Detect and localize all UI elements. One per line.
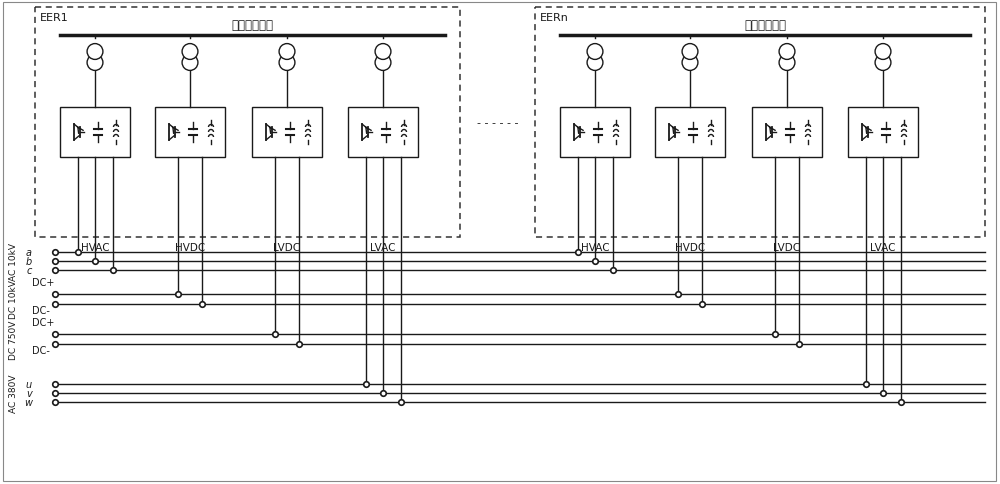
Text: EERn: EERn — [540, 13, 569, 23]
Circle shape — [587, 56, 603, 71]
Bar — [848, 108, 918, 158]
Text: DC-: DC- — [32, 305, 50, 316]
Text: c: c — [27, 265, 32, 275]
Circle shape — [182, 56, 198, 71]
Text: DC+: DC+ — [32, 277, 54, 287]
Text: EER1: EER1 — [40, 13, 69, 23]
Circle shape — [682, 45, 698, 60]
Text: LVAC: LVAC — [870, 242, 896, 253]
Text: HVDC: HVDC — [175, 242, 205, 253]
Text: LVDC: LVDC — [273, 242, 301, 253]
Circle shape — [87, 45, 103, 60]
Text: DC 10kV: DC 10kV — [9, 280, 18, 319]
Circle shape — [182, 45, 198, 60]
Text: v: v — [26, 388, 32, 398]
Text: - - - - - -: - - - - - - — [477, 118, 518, 128]
Circle shape — [375, 45, 391, 60]
Circle shape — [779, 45, 795, 60]
Circle shape — [87, 56, 103, 71]
Circle shape — [682, 56, 698, 71]
Text: u: u — [26, 379, 32, 389]
Bar — [60, 108, 130, 158]
Circle shape — [875, 56, 891, 71]
Text: w: w — [24, 397, 32, 407]
Text: AC 380V: AC 380V — [9, 374, 18, 412]
Bar — [252, 108, 322, 158]
Circle shape — [587, 45, 603, 60]
Bar — [348, 108, 418, 158]
Bar — [35, 8, 460, 238]
Text: 交流汇集母线: 交流汇集母线 — [232, 19, 274, 32]
Bar — [752, 108, 822, 158]
Circle shape — [779, 56, 795, 71]
Text: HVDC: HVDC — [675, 242, 705, 253]
Text: HVAC: HVAC — [581, 242, 609, 253]
Text: DC+: DC+ — [32, 318, 54, 327]
Text: LVDC: LVDC — [773, 242, 801, 253]
Text: a: a — [26, 247, 32, 257]
Bar — [535, 8, 985, 238]
Circle shape — [279, 45, 295, 60]
Text: AC 10kV: AC 10kV — [9, 242, 18, 280]
Text: HVAC: HVAC — [81, 242, 109, 253]
Bar — [155, 108, 225, 158]
Circle shape — [375, 56, 391, 71]
Text: DC-: DC- — [32, 345, 50, 355]
Bar — [560, 108, 630, 158]
Text: 交流汇集母线: 交流汇集母线 — [744, 19, 786, 32]
Text: DC 750V: DC 750V — [9, 319, 18, 359]
Bar — [655, 108, 725, 158]
Circle shape — [279, 56, 295, 71]
Circle shape — [875, 45, 891, 60]
Text: LVAC: LVAC — [370, 242, 396, 253]
Text: b: b — [26, 257, 32, 267]
